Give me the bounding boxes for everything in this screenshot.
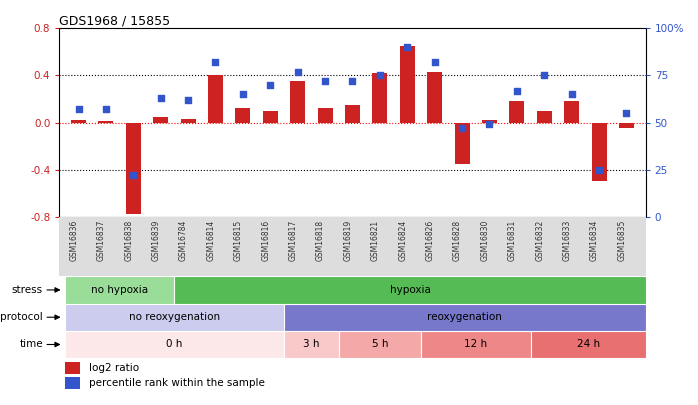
- Text: GSM16818: GSM16818: [316, 220, 325, 261]
- Text: GSM16819: GSM16819: [343, 220, 352, 261]
- Point: [320, 78, 331, 84]
- Point: [210, 59, 221, 66]
- Text: GSM16837: GSM16837: [97, 220, 106, 261]
- Bar: [537, 111, 552, 123]
- Bar: [65, 304, 284, 331]
- Text: GSM16815: GSM16815: [234, 220, 243, 261]
- Text: 24 h: 24 h: [577, 339, 600, 350]
- Point: [347, 78, 358, 84]
- Text: GSM16835: GSM16835: [618, 220, 627, 261]
- Bar: [126, 123, 141, 214]
- Text: GDS1968 / 15855: GDS1968 / 15855: [59, 14, 170, 27]
- Text: GSM16839: GSM16839: [151, 220, 161, 261]
- Bar: [71, 120, 86, 123]
- Point: [155, 95, 166, 101]
- Point: [484, 121, 495, 128]
- Bar: [564, 101, 579, 123]
- Point: [593, 166, 604, 173]
- Bar: [65, 276, 174, 304]
- Bar: [65, 331, 284, 358]
- Point: [237, 91, 248, 98]
- Text: GSM16828: GSM16828: [453, 220, 462, 261]
- Bar: [153, 117, 168, 123]
- Text: GSM16826: GSM16826: [426, 220, 435, 261]
- Point: [292, 68, 303, 75]
- Text: GSM16784: GSM16784: [179, 220, 188, 261]
- Point: [265, 82, 276, 88]
- Bar: [174, 276, 646, 304]
- Text: reoxygenation: reoxygenation: [427, 312, 503, 322]
- Point: [128, 172, 139, 179]
- Bar: [284, 304, 646, 331]
- Bar: [619, 123, 634, 128]
- Bar: [284, 331, 339, 358]
- Bar: [65, 362, 80, 374]
- Text: GSM16830: GSM16830: [480, 220, 489, 261]
- Bar: [235, 109, 251, 123]
- Point: [621, 110, 632, 116]
- Text: GSM16834: GSM16834: [590, 220, 599, 261]
- Text: 12 h: 12 h: [464, 339, 487, 350]
- Text: GSM16817: GSM16817: [289, 220, 297, 261]
- Text: no hypoxia: no hypoxia: [91, 285, 148, 295]
- Text: hypoxia: hypoxia: [389, 285, 431, 295]
- Text: 5 h: 5 h: [371, 339, 388, 350]
- Bar: [510, 101, 524, 123]
- Bar: [482, 120, 497, 123]
- Text: protocol: protocol: [0, 312, 43, 322]
- Point: [539, 72, 550, 79]
- Text: GSM16831: GSM16831: [508, 220, 517, 261]
- Text: 0 h: 0 h: [166, 339, 183, 350]
- Text: GSM16838: GSM16838: [124, 220, 133, 261]
- Text: GSM16821: GSM16821: [371, 220, 380, 261]
- Text: GSM16814: GSM16814: [207, 220, 216, 261]
- Point: [566, 91, 577, 98]
- Text: GSM16824: GSM16824: [399, 220, 408, 261]
- Bar: [208, 75, 223, 123]
- Text: GSM16832: GSM16832: [535, 220, 544, 261]
- Text: log2 ratio: log2 ratio: [89, 363, 139, 373]
- Text: 3 h: 3 h: [303, 339, 320, 350]
- Bar: [290, 81, 305, 123]
- Point: [73, 106, 84, 113]
- Bar: [591, 123, 607, 181]
- Bar: [400, 46, 415, 123]
- Bar: [345, 105, 360, 123]
- Bar: [530, 331, 646, 358]
- Text: no reoxygenation: no reoxygenation: [129, 312, 220, 322]
- Bar: [427, 72, 443, 123]
- Text: stress: stress: [12, 285, 43, 295]
- Point: [101, 106, 112, 113]
- Bar: [454, 123, 470, 164]
- Text: time: time: [20, 339, 43, 350]
- Point: [456, 125, 468, 132]
- Point: [374, 72, 385, 79]
- Bar: [339, 331, 421, 358]
- Bar: [262, 111, 278, 123]
- Bar: [181, 119, 195, 123]
- Text: GSM16836: GSM16836: [70, 220, 78, 261]
- Bar: [65, 377, 80, 389]
- Text: GSM16816: GSM16816: [261, 220, 270, 261]
- Text: percentile rank within the sample: percentile rank within the sample: [89, 379, 265, 388]
- Point: [429, 59, 440, 66]
- Bar: [98, 122, 114, 123]
- Text: GSM16833: GSM16833: [563, 220, 572, 261]
- Bar: [421, 331, 530, 358]
- Bar: [318, 109, 333, 123]
- Bar: [372, 73, 387, 123]
- Point: [402, 44, 413, 51]
- Point: [512, 87, 523, 94]
- Point: [182, 97, 193, 103]
